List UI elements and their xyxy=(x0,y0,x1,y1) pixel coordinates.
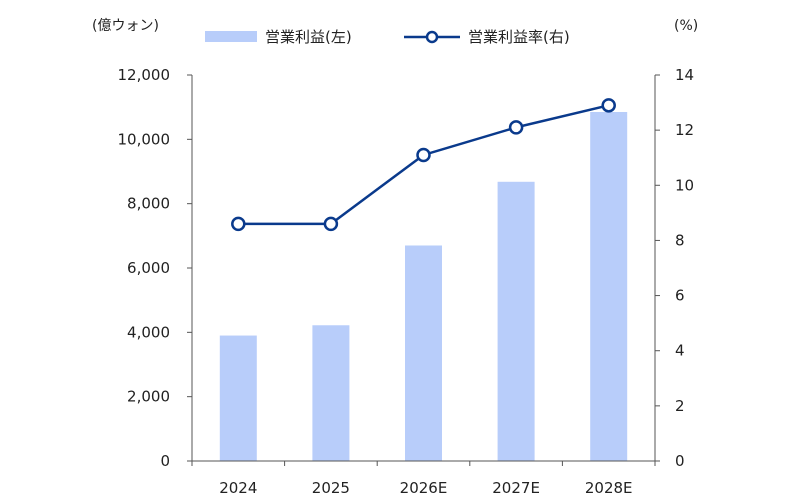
line-marker-2027E xyxy=(508,120,524,135)
bar-2026E xyxy=(405,245,442,461)
x-tick-label: 2025 xyxy=(312,479,350,497)
x-tick-label: 2026E xyxy=(400,479,448,497)
right-axis-ticks: 0 2 4 6 8 10 12 14 xyxy=(655,66,694,470)
bar-2028E xyxy=(590,111,628,461)
legend-line-marker xyxy=(425,30,439,44)
left-tick-label: 10,000 xyxy=(118,130,171,148)
bar-series-group xyxy=(219,111,628,461)
right-axis-unit-label: (%) xyxy=(674,18,698,34)
left-tick-label: 12,000 xyxy=(118,66,171,84)
margin-line xyxy=(238,104,609,226)
right-tick-label: 10 xyxy=(675,176,694,194)
legend-line-label: 営業利益率(右) xyxy=(468,28,570,46)
left-tick-label: 8,000 xyxy=(127,195,170,213)
x-axis-ticks: 2024 2025 2026E 2027E 2028E xyxy=(191,461,656,497)
right-tick-label: 2 xyxy=(675,397,685,415)
line-marker-2026E xyxy=(416,147,431,163)
left-tick-label: 6,000 xyxy=(127,259,170,277)
right-tick-label: 4 xyxy=(675,342,685,360)
right-tick-label: 8 xyxy=(675,231,685,249)
bar-2025 xyxy=(312,325,350,461)
line-marker-2025 xyxy=(323,216,339,232)
bar-2024 xyxy=(219,335,257,461)
left-axis-unit-label: (億ウォン) xyxy=(92,18,159,34)
right-tick-label: 6 xyxy=(675,287,685,305)
left-tick-label: 4,000 xyxy=(127,323,170,341)
right-tick-label: 12 xyxy=(675,121,694,139)
legend: 営業利益(左) 営業利益率(右) xyxy=(205,28,570,46)
x-tick-label: 2028E xyxy=(585,479,633,497)
legend-bar-swatch xyxy=(205,31,257,42)
legend-bar-label: 営業利益(左) xyxy=(265,28,352,46)
x-tick-label: 2024 xyxy=(219,479,257,497)
line-marker-2024 xyxy=(231,216,246,232)
x-tick-label: 2027E xyxy=(492,479,540,497)
left-tick-label: 2,000 xyxy=(127,388,170,406)
left-axis-ticks: 0 2,000 4,000 6,000 8,000 10,000 12,000 xyxy=(118,66,192,470)
line-marker-2028E xyxy=(601,98,616,113)
right-tick-label: 0 xyxy=(675,452,685,470)
left-tick-label: 0 xyxy=(160,452,170,470)
line-series-group xyxy=(231,98,616,232)
right-tick-label: 14 xyxy=(675,66,694,84)
bar-2027E xyxy=(497,181,535,461)
